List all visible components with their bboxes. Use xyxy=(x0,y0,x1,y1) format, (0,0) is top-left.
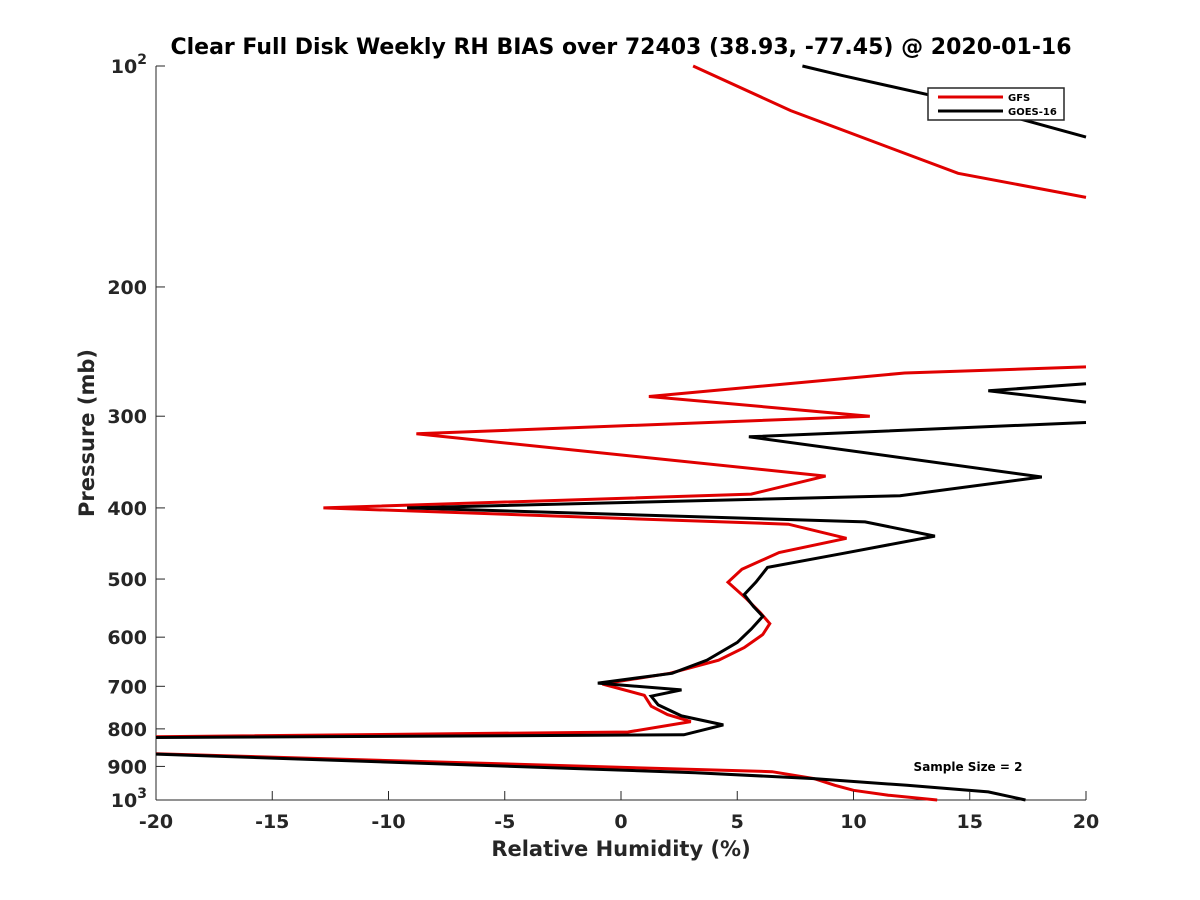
x-tick-label: 20 xyxy=(1073,811,1099,833)
y-tick-label: 900 xyxy=(107,756,147,778)
y-tick-label: 400 xyxy=(107,498,147,520)
legend-label: GFS xyxy=(1008,93,1030,104)
x-tick-label: -10 xyxy=(371,811,405,833)
x-tick-label: -15 xyxy=(255,811,289,833)
chart-title: Clear Full Disk Weekly RH BIAS over 7240… xyxy=(170,35,1071,60)
x-axis: -20 -15 -10 -5 0 5 10 15 20 xyxy=(139,791,1099,833)
y-tick-label: 500 xyxy=(107,569,147,591)
y-tick-label: 600 xyxy=(107,627,147,649)
x-tick-label: -5 xyxy=(494,811,515,833)
y-tick-label: 700 xyxy=(107,676,147,698)
x-tick-label: -20 xyxy=(139,811,173,833)
legend-label: GOES-16 xyxy=(1008,107,1057,118)
sample-size-annotation: Sample Size = 2 xyxy=(914,760,1023,774)
x-tick-label: 10 xyxy=(840,811,866,833)
legend-box xyxy=(927,87,1065,121)
y-tick-label: 800 xyxy=(107,719,147,741)
series-line-goes-16 xyxy=(155,64,1087,802)
x-tick-label: 15 xyxy=(957,811,983,833)
legend: GFS GOES-16 xyxy=(927,87,1065,121)
y-tick-label: 103 xyxy=(111,786,147,812)
series-line-gfs xyxy=(155,64,1087,802)
x-tick-label: 5 xyxy=(731,811,744,833)
y-axis-title: Pressure (mb) xyxy=(75,349,99,517)
x-tick-label: 0 xyxy=(614,811,627,833)
y-tick-label: 300 xyxy=(107,406,147,428)
y-tick-label: 200 xyxy=(107,277,147,299)
x-axis-title: Relative Humidity (%) xyxy=(491,837,750,861)
series-layer xyxy=(155,64,1087,802)
y-tick-label: 102 xyxy=(111,52,147,78)
y-axis: 102 200 300 400 500 600 700 800 900 103 xyxy=(107,52,165,812)
